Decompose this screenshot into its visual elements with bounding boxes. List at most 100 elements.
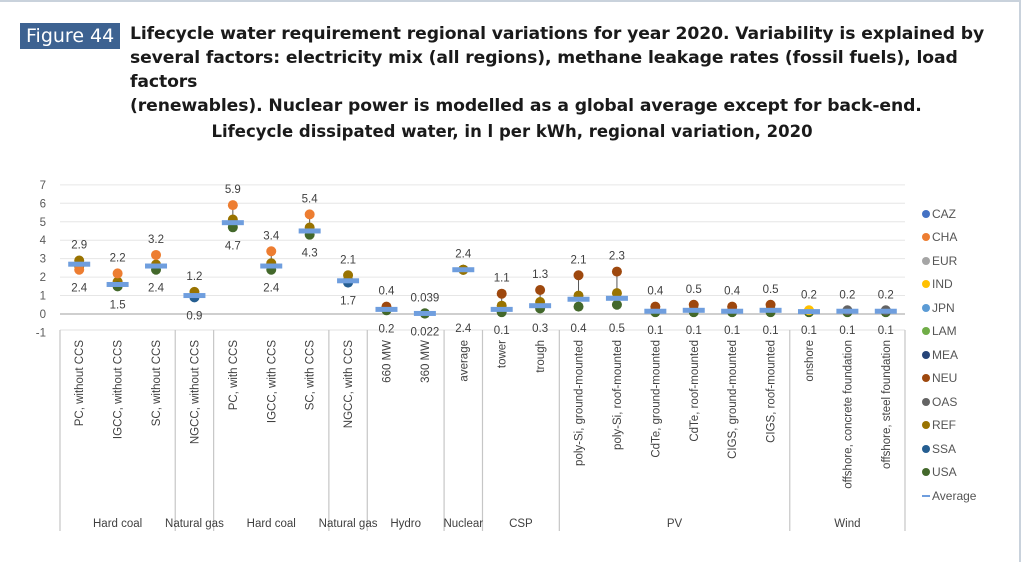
average-marker xyxy=(759,307,782,313)
legend-label: REF xyxy=(932,418,956,433)
caption-line: Lifecycle water requirement regional var… xyxy=(130,24,985,44)
figure-badge: Figure 44 xyxy=(20,23,121,49)
min-data-label: 0.3 xyxy=(532,323,548,335)
x-tick-label: SC, without CCS xyxy=(151,340,163,427)
x-tick-label: PC, with CCS xyxy=(228,340,240,411)
average-marker xyxy=(721,308,744,314)
x-tick-label: PC, without CCS xyxy=(74,340,86,427)
average-marker xyxy=(183,293,206,299)
x-tick-label: IGCC, without CCS xyxy=(113,340,125,439)
max-data-label: 2.1 xyxy=(571,254,587,266)
legend-item-lam: LAM xyxy=(922,320,976,344)
x-tick-label: NGCC, with CCS xyxy=(343,340,355,429)
x-tick-label: SC, with CCS xyxy=(305,340,317,411)
point-min xyxy=(74,264,85,275)
max-data-label: 2.3 xyxy=(609,251,625,263)
average-marker xyxy=(836,308,859,314)
legend-item-neu: NEU xyxy=(922,367,976,391)
y-axis-ticks: -1 0 1 2 3 4 5 6 7 xyxy=(36,180,47,340)
min-data-label: 0.2 xyxy=(378,323,394,335)
average-marker xyxy=(644,308,667,314)
legend-label: CHA xyxy=(932,230,958,245)
x-tick-label: IGCC, with CCS xyxy=(266,340,278,423)
average-marker xyxy=(605,295,628,301)
legend-dot-icon xyxy=(922,280,930,289)
legend-label: IND xyxy=(932,277,953,292)
point-max xyxy=(151,249,162,260)
legend-dot-icon xyxy=(922,421,930,430)
x-tick-label: tower xyxy=(497,340,509,368)
y-tick-label: 5 xyxy=(40,217,46,229)
point-max xyxy=(765,299,776,310)
average-marker xyxy=(221,220,244,226)
legend-item-caz: CAZ xyxy=(922,202,976,226)
min-data-label: 0.1 xyxy=(878,325,894,337)
average-marker xyxy=(797,309,820,315)
point-max xyxy=(573,270,584,281)
group-label: Nuclear xyxy=(443,518,483,530)
legend-label: CAZ xyxy=(932,206,956,221)
average-marker xyxy=(452,267,475,273)
average-marker xyxy=(874,308,897,314)
legend-item-ind: IND xyxy=(922,273,976,297)
legend-dot-icon xyxy=(922,397,930,406)
max-data-label: 2.2 xyxy=(110,252,126,264)
max-data-label: 0.2 xyxy=(839,289,855,301)
x-tick-label: NGCC, without CCS xyxy=(189,340,201,444)
min-data-label: 1.7 xyxy=(340,296,356,308)
caption-line: several factors: electricity mix (all re… xyxy=(130,48,958,92)
legend-item-mea: MEA xyxy=(922,343,976,367)
average-marker xyxy=(145,263,168,269)
legend-dot-icon xyxy=(922,468,930,477)
legend-label: EUR xyxy=(932,253,958,268)
average-marker xyxy=(68,261,91,267)
x-tick-label: trough xyxy=(535,340,547,373)
max-data-label: 3.4 xyxy=(263,230,280,242)
y-tick-label: 1 xyxy=(40,291,46,303)
legend-label: Average xyxy=(932,488,977,503)
max-data-label: 5.4 xyxy=(302,193,319,205)
max-data-label: 0.2 xyxy=(801,289,817,301)
legend-item-cha: CHA xyxy=(922,226,976,250)
max-data-label: 0.4 xyxy=(378,286,395,298)
x-tick-label: offshore, concrete foundation xyxy=(842,340,854,489)
max-data-label: 0.039 xyxy=(410,292,439,304)
max-data-label: 2.9 xyxy=(71,239,87,251)
legend-dash-icon xyxy=(922,494,930,497)
x-tick-label: CdTe, ground-mounted xyxy=(650,340,662,458)
legend-label: NEU xyxy=(932,371,958,386)
legend-label: SSA xyxy=(932,441,957,456)
min-data-label: 0.022 xyxy=(410,327,439,339)
group-label: Wind xyxy=(834,518,860,530)
legend-dot-icon xyxy=(922,444,930,453)
min-data-label: 2.4 xyxy=(263,283,280,295)
y-tick-label: 6 xyxy=(40,198,46,210)
max-data-label: 2.4 xyxy=(455,249,472,261)
average-marker xyxy=(337,278,360,284)
legend-item-ref: REF xyxy=(922,414,976,438)
min-data-label: 0.9 xyxy=(186,310,202,322)
point-REF xyxy=(611,288,622,299)
group-label: Hard coal xyxy=(93,518,142,530)
max-data-label: 0.5 xyxy=(686,284,702,296)
average-marker xyxy=(682,307,705,313)
legend-label: USA xyxy=(932,465,957,480)
x-tick-label: CIGS, roof-mounted xyxy=(766,340,778,443)
chart-title: Lifecycle dissipated water, in l per kWh… xyxy=(211,122,813,141)
max-data-label: 1.2 xyxy=(186,271,202,283)
legend-item-eur: EUR xyxy=(922,249,976,273)
legend-dot-icon xyxy=(922,209,930,218)
min-data-label: 0.1 xyxy=(647,325,663,337)
average-marker xyxy=(567,296,590,302)
y-tick-label: 3 xyxy=(40,254,46,266)
legend-item-ssa: SSA xyxy=(922,437,976,461)
group-label: Natural gas xyxy=(165,518,224,530)
x-tick-label: CIGS, ground-mounted xyxy=(727,340,739,459)
legend-item-average: Average xyxy=(922,484,976,508)
average-marker xyxy=(375,306,398,312)
legend-item-jpn: JPN xyxy=(922,296,976,320)
min-data-label: 2.4 xyxy=(148,283,165,295)
point-max xyxy=(611,266,622,277)
